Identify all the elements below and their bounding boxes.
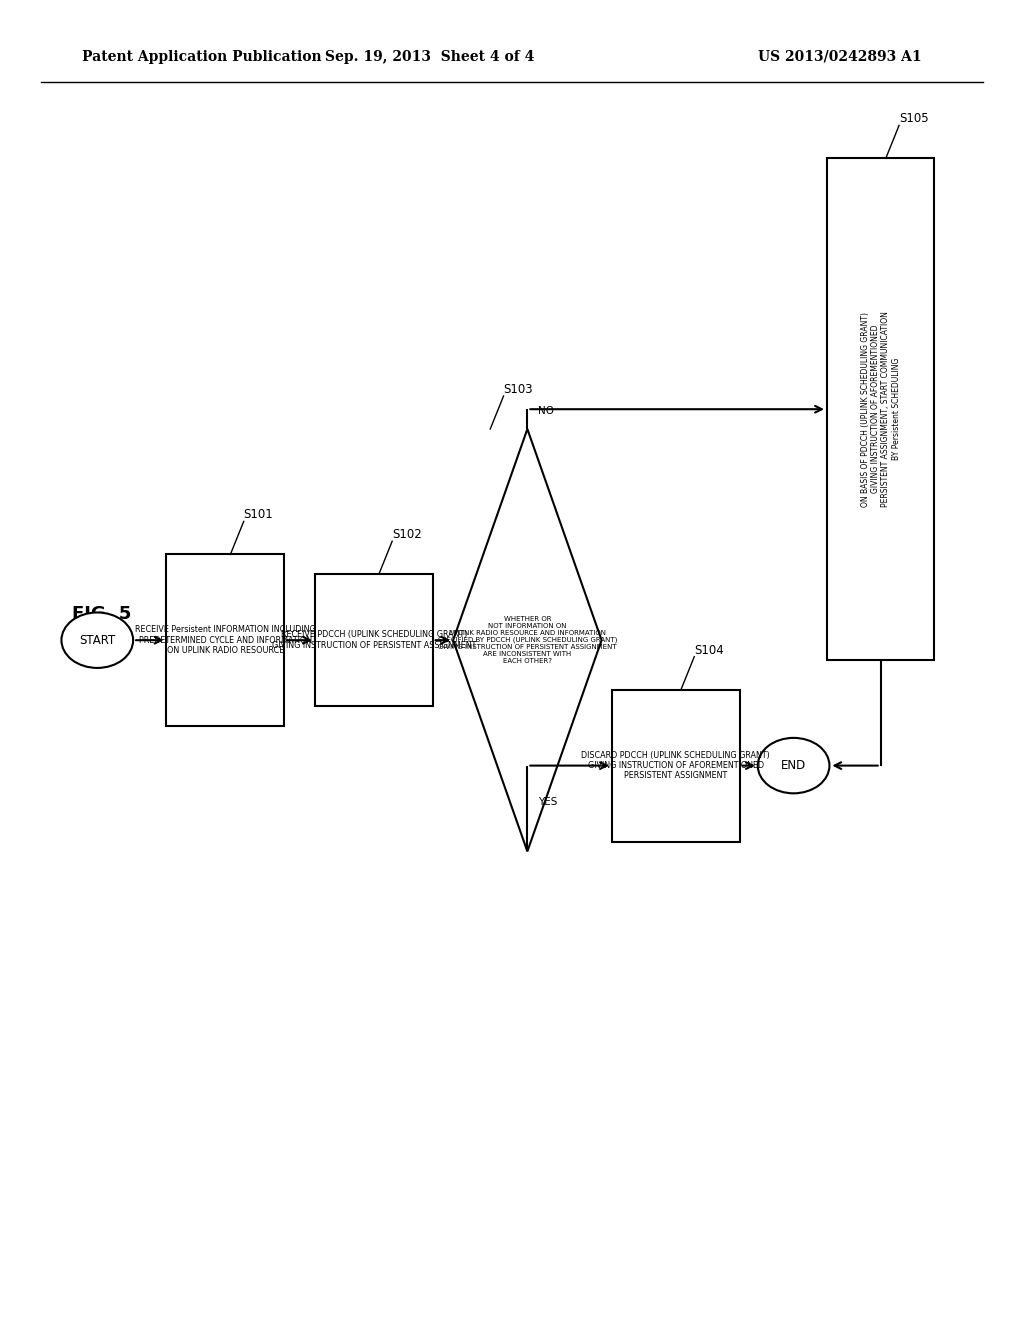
Bar	[612, 689, 739, 842]
Text: ON BASIS OF PDCCH (UPLINK SCHEDULING GRANT)
GIVING INSTRUCTION OF AFOREMENTIONED: ON BASIS OF PDCCH (UPLINK SCHEDULING GRA…	[860, 312, 901, 507]
Bar	[827, 158, 934, 660]
Ellipse shape	[61, 612, 133, 668]
Text: S101: S101	[244, 508, 273, 521]
Text: DISCARD PDCCH (UPLINK SCHEDULING GRANT)
GIVING INSTRUCTION OF AFOREMENTIONED
PER: DISCARD PDCCH (UPLINK SCHEDULING GRANT) …	[582, 751, 770, 780]
Text: S102: S102	[392, 528, 422, 541]
Text: S103: S103	[504, 383, 534, 396]
Polygon shape	[453, 429, 602, 851]
Bar	[166, 554, 285, 726]
Bar	[315, 574, 432, 706]
Text: RECEIVE PDCCH (UPLINK SCHEDULING GRANT)
GIVING INSTRUCTION OF PERSISTENT ASSIGNM: RECEIVE PDCCH (UPLINK SCHEDULING GRANT) …	[271, 631, 476, 649]
Text: NO: NO	[538, 405, 554, 416]
Text: Sep. 19, 2013  Sheet 4 of 4: Sep. 19, 2013 Sheet 4 of 4	[326, 50, 535, 63]
Text: FIG. 5: FIG. 5	[72, 605, 131, 623]
Ellipse shape	[758, 738, 829, 793]
Text: START: START	[79, 634, 116, 647]
Text: YES: YES	[538, 797, 557, 807]
Text: S104: S104	[694, 644, 724, 657]
Text: WHETHER OR
NOT INFORMATION ON
UPLINK RADIO RESOURCE AND INFORMATION
SPECIFIED BY: WHETHER OR NOT INFORMATION ON UPLINK RAD…	[437, 616, 617, 664]
Text: Patent Application Publication: Patent Application Publication	[82, 50, 322, 63]
Text: END: END	[781, 759, 806, 772]
Text: US 2013/0242893 A1: US 2013/0242893 A1	[758, 50, 922, 63]
Text: S105: S105	[899, 112, 929, 125]
Text: RECEIVE Persistent INFORMATION INCLUDING
PREDETERMINED CYCLE AND INFORMATION
ON : RECEIVE Persistent INFORMATION INCLUDING…	[135, 626, 315, 655]
